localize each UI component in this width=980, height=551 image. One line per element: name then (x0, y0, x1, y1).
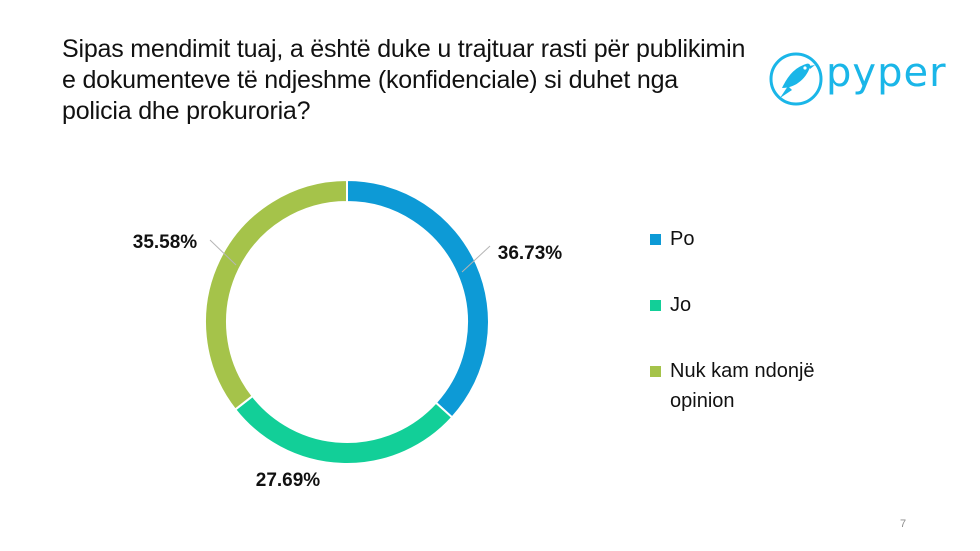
bird-icon (769, 52, 823, 106)
donut-slice-1 (346, 178, 490, 419)
leader-line-1 (461, 245, 491, 273)
data-label-1: 36.73% (498, 243, 563, 264)
legend-label: Nuk kam ndonjë opinion (670, 360, 815, 412)
page-number: 7 (900, 518, 907, 530)
legend-item-2: Jo (650, 290, 910, 320)
legend-swatch (650, 366, 661, 377)
donut-slice-3 (204, 178, 348, 412)
logo-text: pyper (826, 50, 947, 96)
legend-swatch (650, 300, 661, 311)
legend-item-3: Nuk kam ndonjë opinion (650, 356, 910, 416)
leader-line-3 (209, 239, 237, 266)
legend-swatch (650, 234, 661, 245)
donut-slice-2 (233, 394, 454, 465)
pyper-logo: pyper (768, 46, 958, 116)
legend-label: Po (670, 228, 695, 250)
chart-legend: Po Jo Nuk kam ndonjë opinion (650, 224, 910, 452)
data-label-2: 27.69% (256, 470, 321, 491)
legend-label: Jo (670, 294, 692, 316)
legend-item-1: Po (650, 224, 910, 254)
data-label-3: 35.58% (133, 232, 198, 253)
slide-title: Sipas mendimit tuaj, a është duke u traj… (62, 35, 746, 125)
